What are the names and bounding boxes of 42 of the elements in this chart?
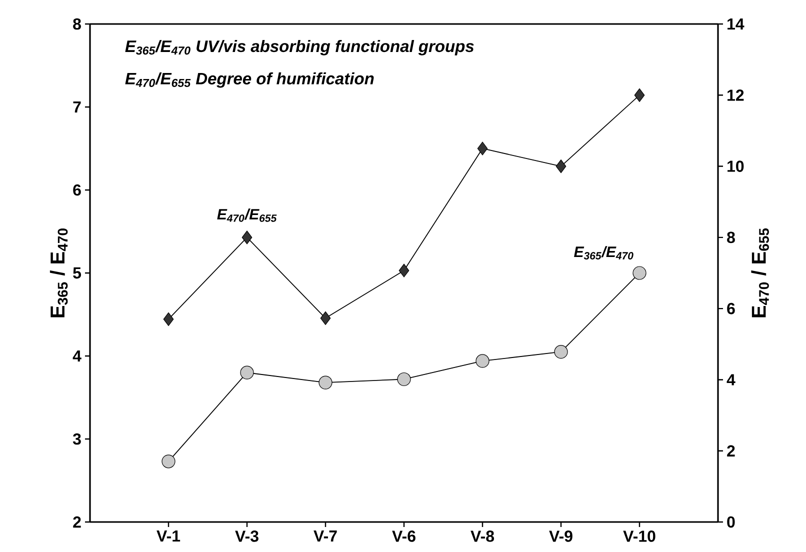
y-tick-label: 4 — [72, 350, 82, 362]
series-label: E$_{365}$/E$_{470}$ — [574, 246, 634, 260]
x-tick-label: V-9 — [549, 530, 572, 542]
point — [320, 311, 331, 325]
point — [556, 159, 566, 174]
x-tick-label: V-1 — [156, 530, 180, 542]
y-tick-label: 6 — [73, 184, 81, 196]
y-tick-label: 8 — [73, 18, 81, 30]
x-tick-label: V-8 — [470, 530, 494, 542]
annotation: E$_{470}$/E$_{655}$ Degree of humification — [125, 72, 374, 88]
point — [634, 88, 645, 102]
point — [397, 372, 411, 386]
y2-tick-label: 0 — [727, 516, 735, 528]
y-tick-label: 5 — [73, 267, 82, 279]
point — [318, 376, 332, 390]
y2-axis-title: E$_{470}$ / E$_{655}$ — [751, 228, 769, 318]
y2-tick-label: 14 — [728, 18, 744, 30]
series-label: E$_{470}$/E$_{655}$ — [217, 208, 277, 222]
y2-tick-label: 10 — [728, 160, 744, 172]
point — [162, 454, 176, 468]
x-tick-label: V-6 — [392, 530, 416, 542]
y2-tick-label: 2 — [727, 445, 735, 456]
y2-tick-label: 4 — [726, 374, 736, 386]
annotation: E$_{365}$/E$_{470}$ UV/vis absorbing functional groups — [125, 40, 474, 56]
y-tick-label: 7 — [73, 101, 81, 113]
point — [398, 264, 410, 278]
y2-tick-label: 12 — [728, 90, 744, 101]
point — [476, 354, 490, 368]
point — [632, 266, 646, 280]
x-tick-label: V-7 — [314, 530, 337, 542]
point — [163, 312, 174, 326]
point — [477, 142, 488, 156]
x-tick-label: V-3 — [235, 530, 258, 542]
y-axis-title: E$_{365}$ / E$_{470}$ — [50, 228, 68, 318]
y2-tick-label: 8 — [727, 232, 735, 244]
y-tick-label: 3 — [72, 433, 81, 445]
y2-tick-label: 6 — [727, 302, 735, 314]
y-tick-label: 2 — [73, 516, 81, 528]
point — [554, 345, 568, 359]
point — [240, 366, 254, 380]
x-tick-label: V-10 — [623, 530, 656, 542]
point — [242, 230, 252, 244]
